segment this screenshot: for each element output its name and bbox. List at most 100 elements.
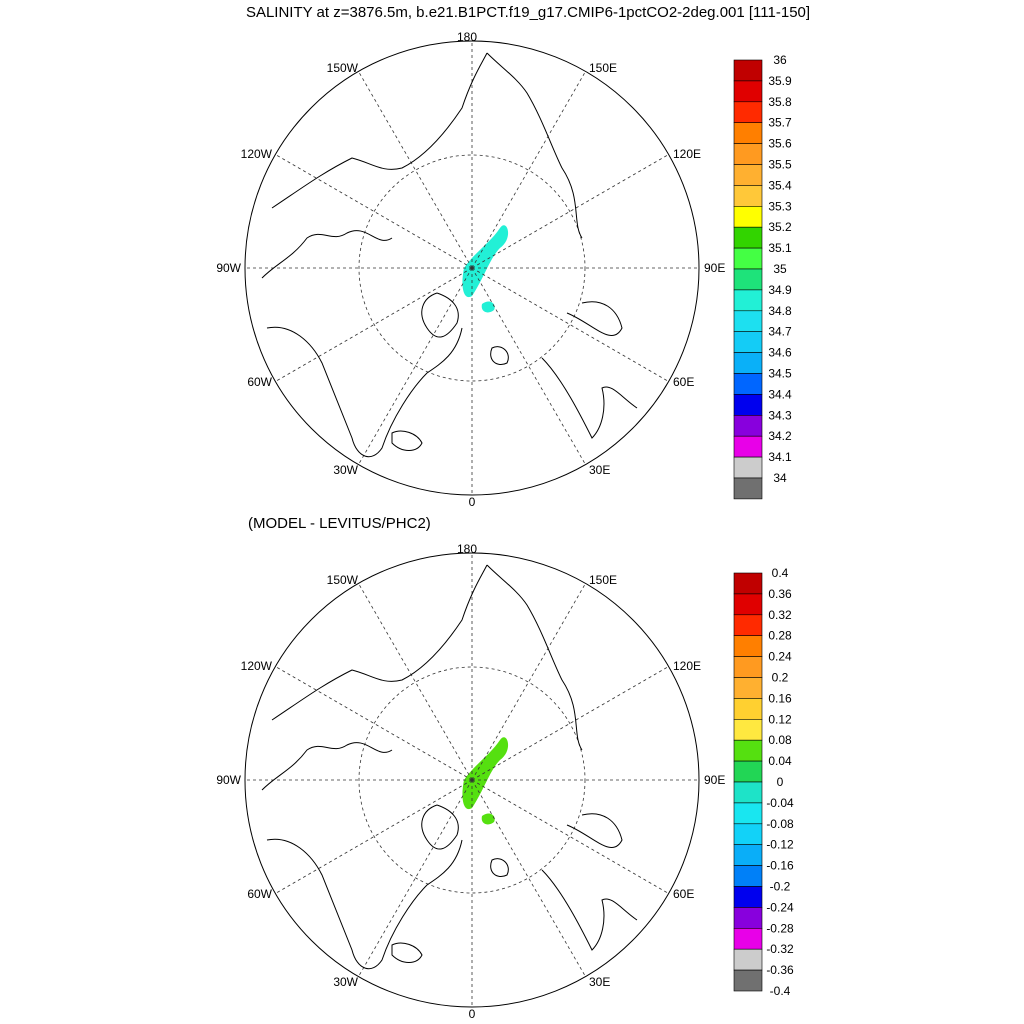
- salinity-longitude-label: 150W: [327, 61, 359, 75]
- difference-colorbar-label: -0.16: [766, 859, 794, 873]
- salinity-longitude-label: 120W: [241, 147, 273, 161]
- salinity-colorbar-label: 34: [773, 471, 787, 485]
- difference-colorbar-label: 0.36: [768, 587, 792, 601]
- salinity-colorbar-swatch: [733, 310, 763, 332]
- difference-colorbar-label: 0.4: [772, 566, 789, 580]
- difference-colorbar-swatch: [733, 572, 763, 595]
- difference-colorbar-label: 0.12: [768, 712, 792, 726]
- difference-colorbar-swatch: [733, 760, 763, 783]
- salinity-colorbar-swatch: [733, 394, 763, 416]
- salinity-colorbar-label: 35.9: [768, 74, 792, 88]
- salinity-longitude-label: 0: [469, 495, 476, 509]
- difference-colorbar-swatch: [733, 677, 763, 699]
- difference-longitude-label: 120E: [673, 659, 701, 673]
- salinity-meridian-line: [275, 154, 473, 269]
- difference-colorbar-label: 0.08: [768, 733, 792, 747]
- salinity-colorbar-swatch: [733, 101, 763, 124]
- difference-colorbar-swatch: [733, 739, 763, 762]
- salinity-colorbar-swatch: [733, 80, 763, 103]
- salinity-longitude-label: 30W: [333, 463, 358, 477]
- salinity-longitude-label: 120E: [673, 147, 701, 161]
- salinity-colorbar-swatch: [733, 373, 763, 395]
- salinity-filled-region-patch: [481, 301, 495, 313]
- salinity-meridian-line: [275, 267, 473, 382]
- salinity-map-outline: [244, 40, 700, 496]
- difference-colorbar-label: 0.32: [768, 608, 792, 622]
- difference-longitude-label: 120W: [241, 659, 273, 673]
- difference-colorbar-label: -0.24: [766, 900, 794, 914]
- difference-colorbar-label: -0.08: [766, 817, 794, 831]
- difference-colorbar-swatch: [733, 823, 763, 845]
- salinity-colorbar-swatch: [733, 477, 763, 500]
- salinity-colorbar-label: 34.5: [768, 367, 792, 381]
- difference-colorbar-label: -0.28: [766, 921, 794, 935]
- salinity-colorbar-swatch: [733, 206, 763, 228]
- difference-colorbar-swatch: [733, 886, 763, 908]
- salinity-colorbar-label: 35.3: [768, 199, 792, 213]
- salinity-colorbar: 36 35.9 35.8 35.7 35.6 35.5 35.4 35.3 35.2 35.1 35…: [733, 53, 792, 500]
- difference-coastlines: [261, 564, 638, 970]
- difference-colorbar-label: 0.24: [768, 650, 792, 664]
- salinity-colorbar-label: 35.1: [768, 241, 792, 255]
- difference-colorbar-label: -0.36: [766, 963, 794, 977]
- salinity-filled-region-patch: [462, 225, 509, 298]
- difference-colorbar-label: 0.2: [772, 671, 789, 685]
- salinity-colorbar-swatch: [733, 331, 763, 353]
- difference-longitude-label: 90W: [216, 773, 241, 787]
- salinity-meridian-line: [471, 71, 586, 269]
- salinity-coastline: [486, 52, 583, 239]
- difference-coastline: [490, 858, 509, 877]
- salinity-coastline: [391, 430, 423, 451]
- difference-colorbar-swatch: [733, 927, 763, 950]
- salinity-colorbar-label: 34.4: [768, 387, 792, 401]
- salinity-coastline: [261, 230, 393, 279]
- salinity-colorbar-swatch: [733, 185, 763, 207]
- salinity-meridian-line: [358, 267, 473, 465]
- difference-filled-region-patch: [481, 813, 495, 825]
- difference-longitude-label: 60W: [247, 887, 272, 901]
- salinity-coastline: [421, 292, 459, 338]
- salinity-colorbar-label: 34.1: [768, 450, 792, 464]
- difference-colorbar-label: -0.04: [766, 796, 794, 810]
- difference-coastline: [271, 564, 488, 721]
- salinity-meridian-line: [471, 267, 669, 382]
- difference-meridian-line: [275, 666, 473, 781]
- salinity-longitude-label: 150E: [589, 61, 617, 75]
- difference-colorbar-swatch: [733, 635, 763, 657]
- salinity-colorbar-swatch: [733, 268, 763, 291]
- difference-coastline: [541, 869, 638, 951]
- difference-colorbar-label: -0.2: [770, 880, 791, 894]
- salinity-longitude-label: 60E: [673, 375, 694, 389]
- difference-meridian-line: [471, 666, 669, 781]
- difference-colorbar: 0.4 0.36 0.32 0.28 0.24 0.2 0.16 0.12 0.08 0.04 0 -…: [733, 566, 794, 998]
- difference-colorbar-swatch: [733, 865, 763, 887]
- difference-colorbar-label: -0.4: [770, 984, 791, 998]
- difference-filled-region-patch: [462, 737, 509, 810]
- salinity-longitude-label: 90E: [704, 261, 725, 275]
- difference-longitude-label: 150E: [589, 573, 617, 587]
- difference-meridian-line: [471, 779, 586, 977]
- difference-meridian-line: [358, 779, 473, 977]
- difference-latitude-circle: [358, 666, 586, 894]
- salinity-colorbar-label: 34.8: [768, 304, 792, 318]
- salinity-colorbar-swatch: [733, 456, 763, 479]
- salinity-colorbar-swatch: [733, 122, 763, 144]
- salinity-colorbar-swatch: [733, 164, 763, 186]
- salinity-colorbar-label: 35: [773, 262, 787, 276]
- difference-longitude-label: 180: [457, 542, 477, 556]
- salinity-colorbar-label: 35.6: [768, 137, 792, 151]
- difference-colorbar-swatch: [733, 718, 763, 741]
- salinity-meridian-line: [471, 267, 586, 465]
- salinity-meridian-line: [471, 154, 669, 269]
- salinity-longitude-label: 180: [457, 30, 477, 44]
- salinity-colorbar-swatch: [733, 414, 763, 437]
- difference-map-panel: (MODEL - LEVITUS/PHC2) 180 150E 120E 90E 60E…: [216, 515, 794, 1021]
- salinity-map-panel: 180 150E 120E 90E 60E 30E 0 30W 60W 90W 120W 150W 36…: [216, 30, 792, 509]
- difference-meridian-line: [358, 583, 473, 781]
- difference-coastline: [421, 804, 459, 850]
- difference-colorbar-swatch: [733, 948, 763, 971]
- salinity-colorbar-swatch: [733, 435, 763, 458]
- salinity-coastline: [490, 346, 509, 365]
- difference-colorbar-label: 0.04: [768, 754, 792, 768]
- difference-coastline: [566, 813, 623, 848]
